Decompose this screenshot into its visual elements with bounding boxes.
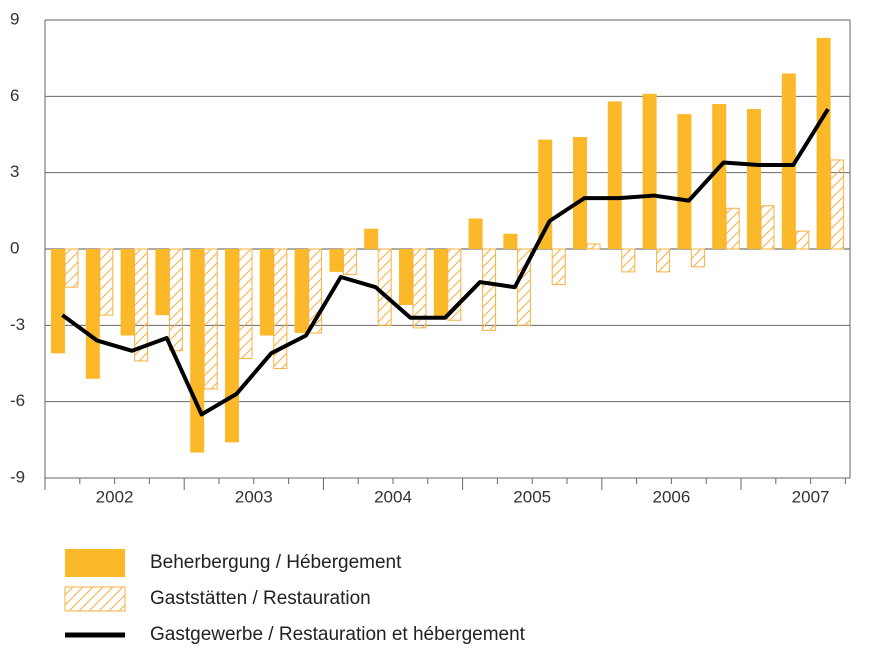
hatched-bar [99, 248, 114, 316]
hatched-bar [516, 248, 531, 326]
y-tick-label: 9 [10, 9, 19, 28]
bar [642, 93, 657, 250]
hatched-bar [586, 243, 601, 250]
bar [747, 109, 761, 249]
bar [677, 114, 692, 250]
hatched-bar [551, 248, 566, 286]
legend-label: Gaststätten / Restauration [150, 588, 371, 609]
bar [781, 73, 796, 249]
legend-label: Gastgewerbe / Restauration et hébergemen… [150, 624, 526, 645]
hatched-bar [482, 248, 497, 331]
y-tick-label: 3 [10, 162, 19, 181]
hatched-bar [830, 159, 845, 250]
hatched-bar [412, 248, 427, 329]
bar [155, 249, 170, 316]
bar [712, 103, 727, 249]
line [61, 108, 830, 417]
bar [468, 218, 483, 249]
legend-swatch [65, 549, 125, 577]
bar [503, 233, 518, 249]
legend-label: Beherbergung / Hébergement [150, 552, 402, 573]
y-tick-label: 0 [10, 238, 19, 257]
hatched-bar [273, 248, 288, 370]
hatched-bar [621, 248, 636, 273]
y-tick-label: -9 [10, 467, 25, 486]
bar [607, 101, 622, 249]
hatched-bar [64, 248, 79, 288]
hatched-bar [134, 248, 149, 362]
hatched-bar [168, 248, 183, 352]
x-year-label: 2005 [513, 487, 551, 506]
x-year-label: 2007 [792, 487, 830, 506]
y-tick-label: -6 [10, 391, 25, 410]
hatched-bar [203, 248, 218, 390]
hatched-bar [725, 207, 740, 250]
hatched-bar [795, 230, 810, 250]
bar [51, 249, 65, 354]
hatched-bar [760, 205, 775, 250]
hatched-bar [377, 248, 392, 326]
hatched-bar [342, 248, 357, 275]
bar [85, 249, 100, 379]
x-year-label: 2004 [374, 487, 412, 506]
y-tick-label: 6 [10, 86, 19, 105]
x-year-label: 2003 [235, 487, 273, 506]
y-tick-label: -3 [10, 315, 25, 334]
hatched-bar [690, 248, 705, 268]
bar [816, 37, 831, 249]
bar [294, 249, 309, 333]
legend-swatch [64, 586, 126, 612]
x-year-label: 2006 [652, 487, 690, 506]
bar [259, 249, 274, 336]
bar [120, 249, 135, 336]
legend: Beherbergung / Hébergement Gaststätten / … [64, 549, 526, 645]
bar [190, 249, 205, 453]
hatched-bar [238, 248, 253, 359]
bar [329, 249, 344, 272]
bar [364, 228, 379, 249]
bar [573, 137, 587, 249]
bar [399, 249, 413, 305]
bar [225, 249, 239, 443]
bar [433, 249, 448, 318]
hatched-bar [656, 248, 671, 273]
x-year-label: 2002 [96, 487, 134, 506]
